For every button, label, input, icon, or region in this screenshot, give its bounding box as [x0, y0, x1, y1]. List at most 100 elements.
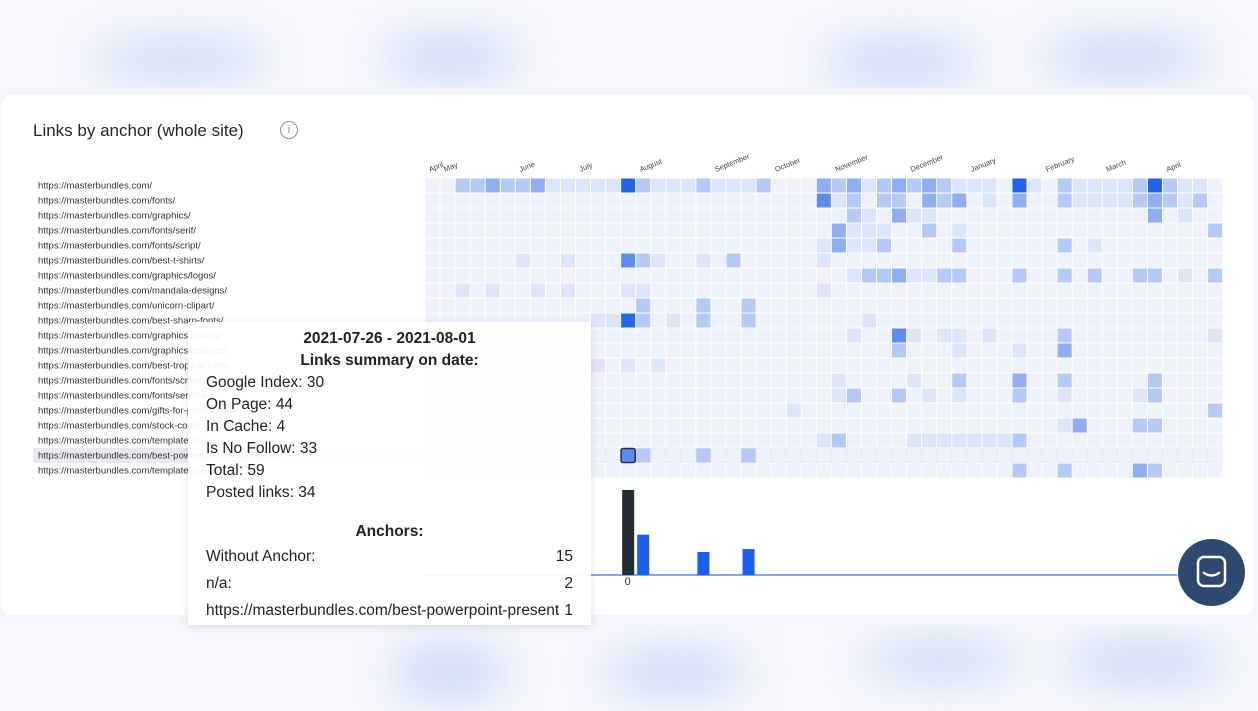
heat-cell — [922, 298, 937, 313]
heat-cell — [1132, 388, 1147, 403]
heat-cell — [681, 358, 696, 373]
heat-cell — [1162, 298, 1177, 313]
heat-cell — [1117, 178, 1132, 193]
heat-cell — [1117, 283, 1132, 298]
heat-cell — [1027, 208, 1042, 223]
heat-cell — [560, 238, 575, 253]
heat-cell — [636, 283, 651, 298]
heat-cell — [711, 418, 726, 433]
heat-cell — [1027, 268, 1042, 283]
heat-cell — [681, 178, 696, 193]
heat-cell — [937, 343, 952, 358]
heat-cell — [606, 358, 621, 373]
heat-cell — [771, 178, 786, 193]
heat-cell — [530, 193, 545, 208]
heat-cell — [907, 448, 922, 463]
heat-cell — [952, 223, 967, 238]
heat-cell — [591, 328, 606, 343]
summary-label: Total: — [206, 462, 244, 479]
heat-cell — [741, 208, 756, 223]
heat-cell — [1208, 313, 1223, 328]
heat-cell — [1012, 223, 1027, 238]
heat-cell — [892, 433, 907, 448]
heat-cell — [967, 223, 982, 238]
heat-cell — [1132, 208, 1147, 223]
heat-cell — [816, 343, 831, 358]
heat-cell — [606, 193, 621, 208]
heat-cell — [681, 343, 696, 358]
heat-cell — [771, 373, 786, 388]
heat-cell — [1193, 208, 1208, 223]
heat-cell — [771, 223, 786, 238]
heat-cell — [651, 223, 666, 238]
heat-cell — [997, 253, 1012, 268]
heat-cell — [1162, 388, 1177, 403]
heat-cell — [892, 358, 907, 373]
heat-cell — [591, 463, 606, 478]
heat-cell — [636, 268, 651, 283]
heat-cell — [756, 208, 771, 223]
heat-cell — [1117, 268, 1132, 283]
info-icon[interactable]: i — [280, 121, 298, 139]
heat-cell — [696, 328, 711, 343]
heat-cell — [681, 193, 696, 208]
heat-cell — [1102, 178, 1117, 193]
heat-cell — [455, 253, 470, 268]
heat-cell — [741, 328, 756, 343]
heat-cell — [666, 208, 681, 223]
heat-cell — [982, 448, 997, 463]
heat-cell — [907, 328, 922, 343]
heat-cell — [696, 388, 711, 403]
row-label: https://masterbundles.com/unicorn-clipar… — [38, 301, 215, 312]
heat-cell — [636, 448, 651, 463]
heat-cell — [485, 193, 500, 208]
heat-cell — [1057, 298, 1072, 313]
heat-cell — [771, 313, 786, 328]
heat-cell — [846, 268, 861, 283]
month-label: December — [909, 152, 945, 173]
chat-button[interactable] — [1178, 539, 1245, 606]
heat-cell — [771, 268, 786, 283]
heat-cell — [636, 343, 651, 358]
heat-cell — [1208, 433, 1223, 448]
heat-cell — [591, 403, 606, 418]
heat-cell — [1042, 388, 1057, 403]
heat-cell — [560, 298, 575, 313]
heat-cell — [1132, 268, 1147, 283]
heat-cell — [711, 223, 726, 238]
heat-cell — [1072, 223, 1087, 238]
heat-cell — [591, 238, 606, 253]
heat-cell — [545, 283, 560, 298]
summary-label: In Cache: — [206, 418, 273, 435]
heat-cell — [1193, 283, 1208, 298]
heat-cell — [1042, 433, 1057, 448]
heat-cell — [741, 343, 756, 358]
heat-cell — [816, 178, 831, 193]
heat-cell — [892, 463, 907, 478]
heat-cell — [756, 403, 771, 418]
heat-cell — [1087, 238, 1102, 253]
heat-cell — [1042, 268, 1057, 283]
heat-cell — [1027, 223, 1042, 238]
row-label: https://masterbundles.com/fonts/script/f… — [38, 376, 211, 387]
heat-cell — [696, 178, 711, 193]
heat-cell — [982, 268, 997, 283]
heat-cell — [892, 238, 907, 253]
heat-cell — [1117, 328, 1132, 343]
heat-cell — [982, 313, 997, 328]
heat-cell — [1012, 268, 1027, 283]
heat-cell — [967, 433, 982, 448]
heat-cell — [892, 418, 907, 433]
heat-cell — [831, 448, 846, 463]
heat-cell — [636, 178, 651, 193]
heat-cell — [831, 298, 846, 313]
heat-cell — [1072, 268, 1087, 283]
heat-cell — [1102, 463, 1117, 478]
heat-cell — [861, 208, 876, 223]
heat-cell — [861, 253, 876, 268]
heat-cell — [816, 268, 831, 283]
heat-cell — [1117, 373, 1132, 388]
heat-cell — [621, 298, 636, 313]
heat-cell — [1117, 403, 1132, 418]
row-label: https://masterbundles.com/templates/pr..… — [38, 466, 234, 477]
